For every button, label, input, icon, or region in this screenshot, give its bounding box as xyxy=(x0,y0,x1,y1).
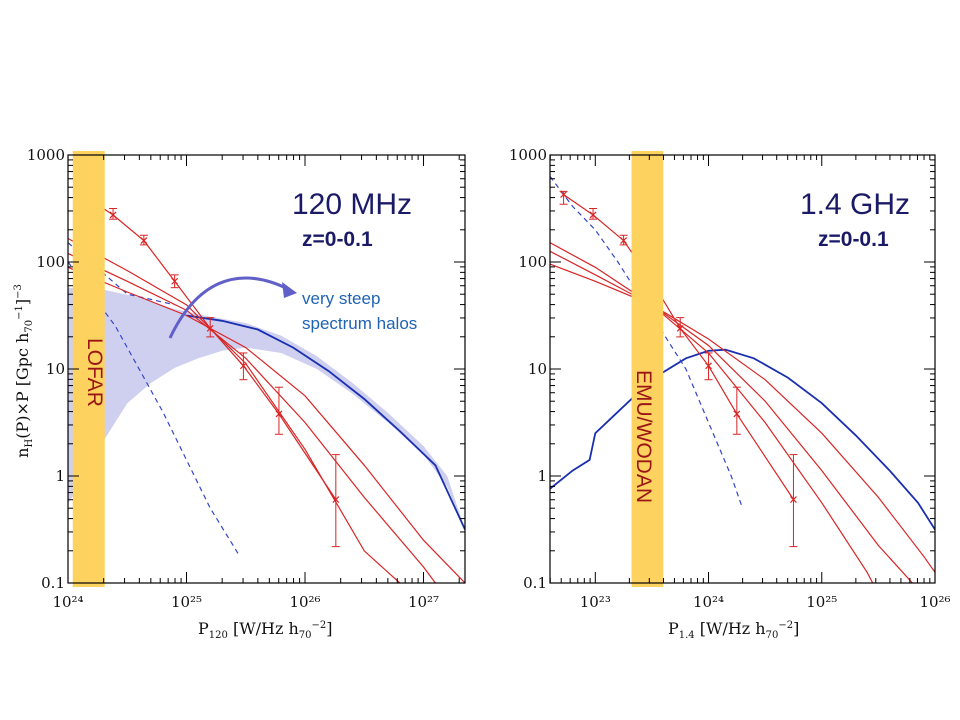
observing-band xyxy=(631,151,664,587)
y-tick-label: 1 xyxy=(537,467,547,485)
annotation-arrow xyxy=(168,276,297,339)
lofar-band-label: LOFAR xyxy=(83,338,106,407)
y-tick-label: 1000 xyxy=(27,146,65,164)
data-point xyxy=(206,317,215,338)
series-red xyxy=(563,194,795,500)
series-blue-dashed xyxy=(68,242,175,306)
data-point xyxy=(139,234,148,246)
y-tick-label: 10 xyxy=(46,360,65,378)
series-red xyxy=(68,266,465,583)
x-tick-label: 10²⁶ xyxy=(289,593,320,611)
right-x-axis-label: P1.4 [W/Hz h70−2] xyxy=(668,619,799,641)
data-point xyxy=(109,208,118,220)
data-point xyxy=(170,274,179,289)
annotation-line-2: spectrum halos xyxy=(302,314,417,333)
left-x-axis-label: P120 [W/Hz h70−2] xyxy=(198,619,333,641)
series-blue-solid xyxy=(550,348,935,530)
x-tick-label: 10²⁶ xyxy=(919,593,950,611)
left-panel-120mhz: 10²⁴ 10²⁵ 10²⁶ 10²⁷ 1000 100 10 1 0.1 xyxy=(27,146,466,611)
shaded-halo-region xyxy=(68,287,465,530)
right-redshift-label: z=0-0.1 xyxy=(818,228,889,251)
x-tick-label: 10²⁵ xyxy=(171,593,202,611)
data-point xyxy=(704,352,713,381)
y-tick-label: 0.1 xyxy=(523,574,547,592)
data-point xyxy=(559,190,568,205)
series-red xyxy=(550,263,935,573)
x-tick-label: 10²⁴ xyxy=(693,593,724,611)
y-tick-label: 1 xyxy=(55,467,65,485)
x-tick-label: 10²⁷ xyxy=(408,593,439,611)
y-tick-label: 100 xyxy=(36,253,65,271)
y-tick-label: 10 xyxy=(528,360,547,378)
data-point xyxy=(676,317,685,338)
right-panel-1.4ghz: 10²³ 10²⁴ 10²⁵ 10²⁶ 1000 100 10 1 0.1 xyxy=(509,146,951,611)
series-red xyxy=(550,250,913,583)
y-tick-label: 1000 xyxy=(509,146,547,164)
annotation-line-1: very steep xyxy=(302,289,380,308)
x-tick-label: 10²⁵ xyxy=(806,593,837,611)
series-blue-solid xyxy=(186,314,465,530)
left-redshift-label: z=0-0.1 xyxy=(302,228,373,251)
left-frequency-label: 120 MHz xyxy=(292,188,412,221)
left-y-axis-label: nH(P)×P [Gpc h70−1]−3 xyxy=(13,284,35,458)
emu-wodan-band-label: EMU/WODAN xyxy=(632,370,655,503)
data-point xyxy=(732,386,741,435)
y-tick-label: 100 xyxy=(518,253,547,271)
data-point xyxy=(789,454,798,548)
plot-area xyxy=(68,190,465,583)
right-frequency-label: 1.4 GHz xyxy=(800,188,910,221)
data-point xyxy=(619,234,628,246)
x-tick-label: 10²⁴ xyxy=(52,593,83,611)
data-point xyxy=(331,454,340,548)
y-tick-label: 0.1 xyxy=(41,574,65,592)
x-tick-label: 10²³ xyxy=(580,593,611,611)
data-point xyxy=(274,386,283,435)
data-point xyxy=(239,352,248,381)
series-red xyxy=(68,252,436,583)
series-red xyxy=(550,242,874,583)
data-point xyxy=(589,208,598,220)
